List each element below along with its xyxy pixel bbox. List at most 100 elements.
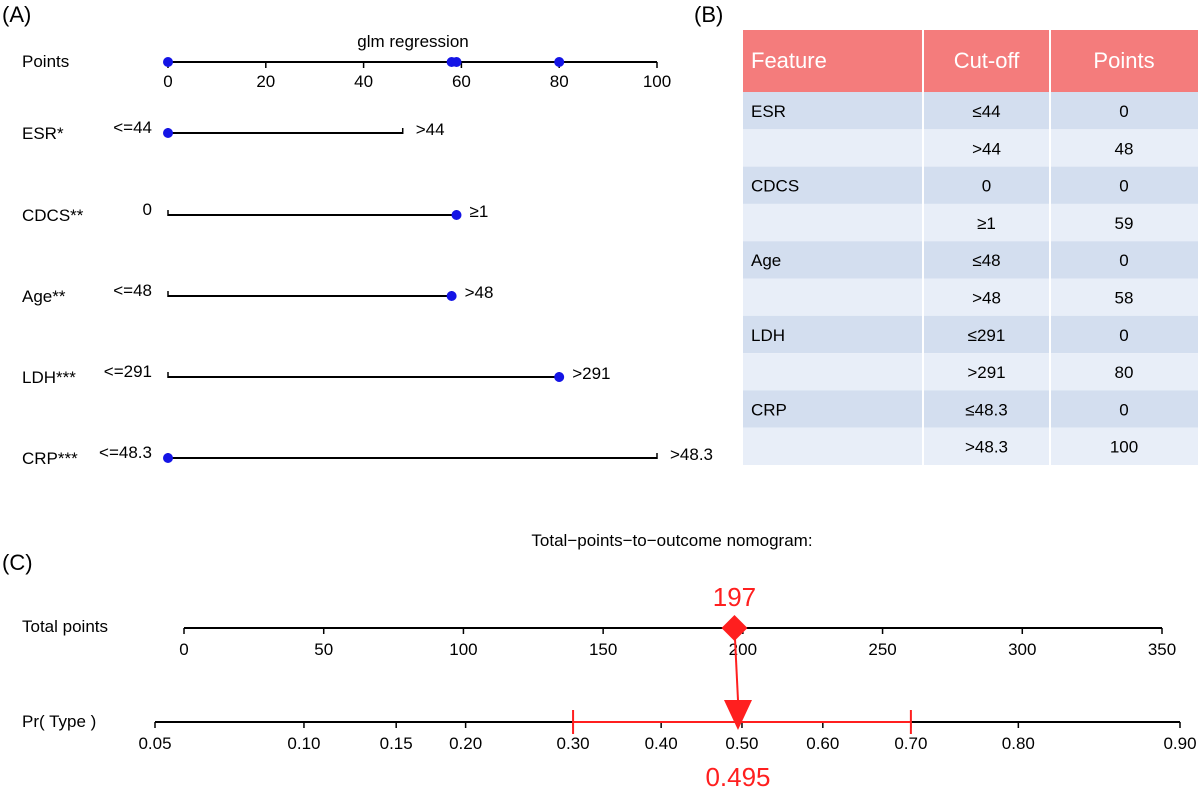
- table-cell: 59: [1115, 214, 1134, 233]
- variable-high-label: ≥1: [470, 202, 489, 221]
- table-cell: >48.3: [965, 438, 1008, 457]
- outcome-arrow-head: [723, 700, 752, 730]
- table-cell: ≤44: [972, 102, 1000, 121]
- panel-label-c: (C): [2, 550, 33, 575]
- table-cell: Age: [751, 251, 781, 270]
- total-points-tick-label: 200: [729, 640, 757, 659]
- points-axis-tick-label: 20: [256, 72, 275, 91]
- variable-low-label: <=48: [113, 281, 152, 300]
- points-axis-marker: [554, 57, 565, 67]
- table-row: [743, 129, 1198, 167]
- table-row: [743, 92, 1198, 130]
- probability-tick-label: 0.90: [1163, 734, 1196, 753]
- table-header-label: Feature: [751, 48, 827, 73]
- points-axis-tick-label: 60: [452, 72, 471, 91]
- points-nomogram: glm regression Points 0 20 40 60 80 100 ESR* <=…: [22, 32, 713, 468]
- total-points-value: 197: [713, 582, 756, 612]
- table-cell: 80: [1115, 363, 1134, 382]
- total-points-tick-label: 300: [1008, 640, 1036, 659]
- probability-tick-label: 0.50: [725, 734, 758, 753]
- table-row: [743, 315, 1198, 354]
- variable-high-label: >48.3: [670, 445, 713, 464]
- table-cell: >48: [972, 289, 1001, 308]
- table-cell: >291: [967, 363, 1005, 382]
- table-row: [743, 166, 1198, 204]
- variable-low-label: 0: [143, 200, 152, 219]
- outcome-nomogram: Total−points−to−outcome nomogram: Total …: [22, 531, 1197, 789]
- table-cell: 0: [1119, 102, 1128, 121]
- total-points-tick-label: 100: [449, 640, 477, 659]
- table-header-cell: [1050, 30, 1198, 92]
- table-row: [743, 278, 1198, 316]
- probability-tick-label: 0.30: [557, 734, 590, 753]
- table-row: [743, 427, 1198, 465]
- table-cell: 0: [1119, 326, 1128, 345]
- table-header-cell: [923, 30, 1050, 92]
- total-points-marker: [721, 615, 748, 641]
- variable-point-dot: [446, 291, 457, 301]
- table-cell: 0: [1119, 251, 1128, 270]
- probability-tick-label: 0.80: [1002, 734, 1035, 753]
- points-axis-tick-label: 100: [643, 72, 671, 91]
- probability-tick-label: 0.70: [894, 734, 927, 753]
- variable-low-label: <=44: [113, 118, 152, 137]
- table-cell: ≤48.3: [965, 400, 1007, 419]
- points-axis-marker: [163, 57, 173, 67]
- points-axis-tick-label: 40: [354, 72, 373, 91]
- variable-label: LDH***: [22, 368, 76, 387]
- variable-label: Age**: [22, 287, 66, 306]
- total-points-label: Total points: [22, 617, 108, 636]
- variable-label: ESR*: [22, 124, 64, 143]
- probability-value: 0.495: [705, 762, 770, 789]
- table-row: [743, 353, 1198, 391]
- table-cell: 0: [982, 177, 991, 196]
- table-header-label: Cut-off: [954, 48, 1021, 73]
- table-cell: >44: [972, 139, 1001, 158]
- panel-label-a: (A): [2, 2, 31, 27]
- variable-label: CDCS**: [22, 206, 84, 225]
- table-header-cell: [743, 30, 923, 92]
- probability-tick-label: 0.20: [449, 734, 482, 753]
- table-row: [743, 203, 1198, 242]
- table-cell: 100: [1110, 438, 1138, 457]
- total-points-tick-label: 50: [314, 640, 333, 659]
- variable-low-label: <=48.3: [99, 443, 152, 462]
- table-cell: ESR: [751, 102, 786, 121]
- points-axis-tick-label: 0: [163, 72, 172, 91]
- variable-high-label: >48: [465, 283, 494, 302]
- variable-point-dot: [451, 210, 462, 220]
- table-cell: 58: [1115, 289, 1134, 308]
- variable-low-label: <=291: [104, 362, 152, 381]
- table-cell: ≥1: [977, 214, 996, 233]
- total-points-tick-label: 0: [179, 640, 188, 659]
- probability-tick-label: 0.10: [287, 734, 320, 753]
- table-cell: LDH: [751, 326, 785, 345]
- table-cell: 0: [1119, 400, 1128, 419]
- points-axis-label: Points: [22, 52, 69, 71]
- probability-tick-label: 0.40: [645, 734, 678, 753]
- total-points-tick-label: 250: [868, 640, 896, 659]
- points-axis-marker: [451, 57, 462, 67]
- probability-axis-label: Pr( Type ): [22, 712, 96, 731]
- total-points-tick-label: 350: [1148, 640, 1176, 659]
- points-table: Feature Cut-off Points ESR ≤44 0 >44 48 CDCS 0 0 ≥1…: [743, 30, 1198, 465]
- table-cell: CDCS: [751, 177, 799, 196]
- nomogram-title: glm regression: [357, 32, 469, 51]
- variable-high-label: >291: [572, 364, 610, 383]
- probability-tick-label: 0.60: [806, 734, 839, 753]
- points-axis-tick-label: 80: [550, 72, 569, 91]
- outcome-title: Total−points−to−outcome nomogram:: [531, 531, 812, 550]
- variable-label: CRP***: [22, 449, 78, 468]
- table-row: [743, 241, 1198, 279]
- table-cell: 48: [1115, 139, 1134, 158]
- variable-point-dot: [554, 372, 565, 382]
- table-cell: ≤291: [968, 326, 1006, 345]
- table-header-label: Points: [1093, 48, 1154, 73]
- total-points-tick-label: 150: [589, 640, 617, 659]
- table-row: [743, 390, 1198, 428]
- variable-point-dot: [163, 453, 173, 463]
- table-cell: ≤48: [972, 251, 1000, 270]
- variable-point-dot: [163, 128, 173, 138]
- variable-high-label: >44: [416, 120, 445, 139]
- table-cell: 0: [1119, 177, 1128, 196]
